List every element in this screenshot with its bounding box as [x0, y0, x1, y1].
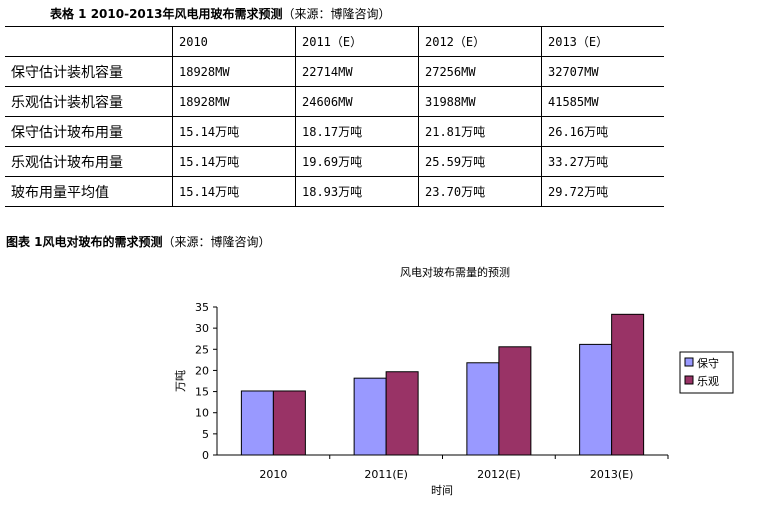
table-cell: 23.70万吨 — [418, 176, 542, 207]
table-cell: 26.16万吨 — [541, 116, 664, 147]
x-tick-label: 2011(E) — [364, 468, 408, 481]
legend-label: 保守 — [697, 356, 719, 370]
table-cell: 乐观估计玻布用量 — [5, 146, 173, 177]
table-cell: 乐观估计装机容量 — [5, 86, 173, 117]
table-cell: 29.72万吨 — [541, 176, 664, 207]
bar-chart: 风电对玻布需量的预测 0 5 10 15 20 25 30 35 2010 2011(E) 2012(… — [174, 265, 734, 497]
y-tick-label: 0 — [202, 449, 209, 462]
x-axis-label: 时间 — [431, 484, 453, 497]
table-row: 乐观估计装机容量 18928MW 24606MW 31988MW 41585MW — [5, 86, 664, 117]
table-cell: 27256MW — [418, 56, 542, 87]
y-tick-label: 15 — [195, 386, 209, 399]
table-cell: 15.14万吨 — [172, 116, 296, 147]
bar-保守 — [353, 377, 387, 456]
x-tick-label: 2013(E) — [590, 468, 634, 481]
table-cell: 21.81万吨 — [418, 116, 542, 147]
y-tick-label: 10 — [195, 407, 209, 420]
y-tick-label: 30 — [195, 322, 209, 335]
table-cell: 18928MW — [172, 56, 296, 87]
legend-swatch — [684, 375, 694, 385]
bar-保守 — [579, 343, 613, 456]
table-cell: 25.59万吨 — [418, 146, 542, 177]
bar-乐观 — [611, 313, 645, 456]
table-cell: 32707MW — [541, 56, 664, 87]
legend-swatch — [684, 357, 694, 367]
table-cell: 18.93万吨 — [295, 176, 419, 207]
y-axis-label: 万吨 — [174, 370, 187, 392]
table-row: 玻布用量平均值 15.14万吨 18.93万吨 23.70万吨 29.72万吨 — [5, 176, 664, 207]
table-cell: 15.14万吨 — [172, 146, 296, 177]
table-cell: 24606MW — [295, 86, 419, 117]
legend-label: 乐观 — [697, 375, 719, 388]
y-tick-label: 5 — [202, 428, 209, 441]
table-row: 保守估计装机容量 18928MW 22714MW 27256MW 32707MW — [5, 56, 664, 87]
table-cell: 15.14万吨 — [172, 176, 296, 207]
y-tick-label: 25 — [195, 343, 209, 356]
bar-乐观 — [272, 390, 306, 456]
table-cell — [5, 26, 173, 57]
table-cell: 18.17万吨 — [295, 116, 419, 147]
x-tick-label: 2012(E) — [477, 468, 521, 481]
table-cell: 2013（E） — [541, 26, 664, 57]
table-row: 保守估计玻布用量 15.14万吨 18.17万吨 21.81万吨 26.16万吨 — [5, 116, 664, 147]
y-tick-label: 20 — [195, 364, 209, 377]
table-cell: 2012（E） — [418, 26, 542, 57]
table-cell: 18928MW — [172, 86, 296, 117]
table-row: 乐观估计玻布用量 15.14万吨 19.69万吨 25.59万吨 33.27万吨 — [5, 146, 664, 177]
table-cell: 22714MW — [295, 56, 419, 87]
table-cell: 玻布用量平均值 — [5, 176, 173, 207]
bar-保守 — [240, 390, 274, 456]
y-tick-label: 35 — [195, 301, 209, 314]
figure-caption: 图表 1风电对玻布的需求预测（来源：博隆咨询） — [6, 235, 271, 249]
bar-乐观 — [498, 346, 532, 456]
table-cell: 31988MW — [418, 86, 542, 117]
x-tick-label: 2010 — [259, 468, 287, 481]
table-cell: 33.27万吨 — [541, 146, 664, 177]
table-cell: 保守估计装机容量 — [5, 56, 173, 87]
table-cell: 2010 — [172, 26, 296, 57]
forecast-table: 2010 2011（E） 2012（E） 2013（E） 保守估计装机容量 18928MW… — [5, 26, 664, 207]
table-header-row: 2010 2011（E） 2012（E） 2013（E） — [5, 26, 664, 57]
bar-保守 — [466, 362, 500, 456]
legend-box — [679, 351, 734, 394]
table-cell: 41585MW — [541, 86, 664, 117]
table-cell: 2011（E） — [295, 26, 419, 57]
bar-乐观 — [385, 371, 419, 456]
table-cell: 保守估计玻布用量 — [5, 116, 173, 147]
table-cell: 19.69万吨 — [295, 146, 419, 177]
chart-title: 风电对玻布需量的预测 — [400, 265, 510, 279]
table-caption: 表格 1 2010-2013年风电用玻布需求预测（来源：博隆咨询） — [50, 7, 391, 21]
